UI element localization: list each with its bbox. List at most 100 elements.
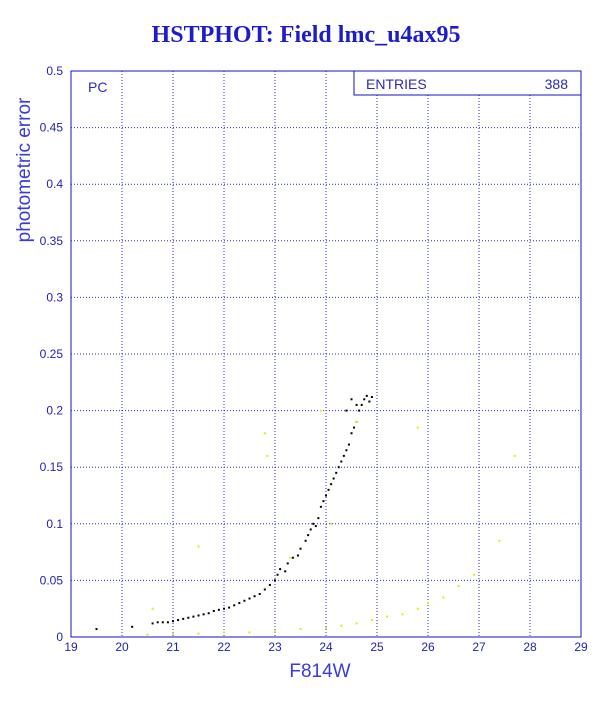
y-tick-label: 0.15 [40, 460, 64, 474]
data-point [340, 460, 343, 463]
data-point [258, 592, 261, 595]
data-point [327, 488, 330, 491]
y-tick-label: 0.05 [40, 573, 64, 587]
data-point [427, 602, 429, 605]
stats-label: ENTRIES [366, 76, 427, 92]
data-point [307, 534, 310, 537]
data-point [322, 500, 325, 503]
data-point [355, 403, 358, 406]
data-point [151, 607, 154, 610]
data-point [146, 633, 149, 636]
data-point [335, 471, 338, 474]
x-tick-label: 27 [472, 640, 486, 654]
panel-label: PC [88, 79, 107, 95]
data-point [363, 398, 366, 401]
stats-value: 388 [545, 76, 569, 92]
y-tick-label: 0.3 [46, 290, 63, 304]
data-point [276, 573, 279, 576]
data-point [223, 607, 225, 610]
data-point [296, 554, 299, 557]
data-point [442, 596, 445, 599]
x-tick-label: 20 [115, 640, 129, 654]
data-point [266, 454, 269, 457]
data-point [365, 394, 368, 397]
data-point [353, 426, 356, 429]
y-tick-label: 0.45 [40, 121, 64, 135]
data-point [347, 443, 350, 446]
y-tick-label: 0.2 [46, 404, 63, 418]
data-point [212, 609, 215, 612]
chart-title: HSTPHOT: Field lmc_u4ax95 [151, 22, 461, 48]
data-point [228, 606, 231, 609]
data-point [151, 622, 154, 625]
data-point [299, 547, 302, 550]
stats-box [353, 70, 582, 96]
data-point [370, 396, 373, 399]
data-point [253, 595, 256, 598]
data-point [325, 626, 327, 629]
data-point [274, 630, 276, 633]
data-point [289, 556, 292, 559]
data-point [368, 400, 371, 403]
data-point [350, 432, 353, 435]
data-point [131, 625, 134, 628]
data-point [309, 528, 312, 531]
data-point [342, 454, 345, 457]
data-point [238, 602, 241, 605]
data-point [248, 597, 251, 600]
data-point [177, 619, 180, 622]
data-point [197, 545, 200, 548]
data-point [337, 466, 340, 469]
data-point [319, 505, 322, 508]
data-point [284, 570, 287, 573]
data-point [370, 619, 373, 622]
data-point [95, 628, 98, 631]
data-point [314, 525, 317, 528]
x-tick-label: 29 [574, 640, 588, 654]
data-point [325, 494, 327, 497]
data-point [340, 624, 343, 627]
data-point [187, 616, 190, 619]
data-point [172, 620, 174, 623]
data-point [386, 615, 389, 618]
tick-layer: 19 20 21 22 23 24 25 26 27 28 29 0 0.05 0.1 0.15 0.2 0.2… [40, 64, 588, 654]
x-tick-label: 26 [421, 640, 435, 654]
data-point [197, 614, 200, 617]
data-point [243, 599, 246, 602]
y-tick-label: 0.1 [46, 517, 63, 531]
data-point [358, 409, 361, 412]
data-point [332, 477, 335, 480]
data-point [172, 632, 174, 635]
data-point [355, 420, 358, 423]
data-point [263, 588, 266, 591]
data-point [217, 608, 220, 611]
data-point [312, 522, 315, 525]
data-point [360, 403, 363, 406]
x-tick-label: 28 [523, 640, 537, 654]
data-point [355, 622, 358, 625]
data-point [350, 398, 353, 401]
data-point [498, 539, 501, 542]
data-point [317, 517, 320, 520]
x-tick-label: 23 [268, 640, 282, 654]
data-point [472, 573, 475, 576]
x-tick-label: 25 [370, 640, 384, 654]
x-tick-label: 21 [166, 640, 180, 654]
data-point [416, 607, 419, 610]
data-point [304, 539, 307, 542]
data-point [279, 568, 282, 571]
data-point [330, 483, 333, 486]
data-point [401, 613, 404, 616]
x-tick-label: 19 [64, 640, 78, 654]
x-tick-label: 22 [217, 640, 231, 654]
y-tick-label: 0 [56, 630, 63, 644]
data-point [457, 585, 460, 588]
data-point [274, 579, 276, 582]
data-point [223, 631, 225, 634]
data-point [233, 604, 236, 607]
x-tick-label: 24 [319, 640, 333, 654]
data-point [345, 449, 348, 452]
data-point [345, 409, 348, 412]
data-point [207, 612, 210, 615]
